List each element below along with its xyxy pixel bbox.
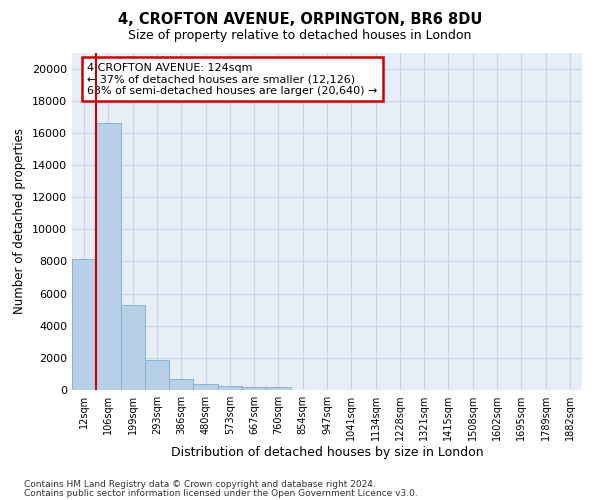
Bar xyxy=(96,123,121,390)
Text: Contains HM Land Registry data © Crown copyright and database right 2024.: Contains HM Land Registry data © Crown c… xyxy=(24,480,376,489)
Text: Size of property relative to detached houses in London: Size of property relative to detached ho… xyxy=(128,29,472,42)
Y-axis label: Number of detached properties: Number of detached properties xyxy=(13,128,26,314)
Bar xyxy=(145,360,169,390)
Bar xyxy=(218,386,242,390)
Bar xyxy=(72,259,96,390)
Bar xyxy=(266,387,290,390)
Text: 4, CROFTON AVENUE, ORPINGTON, BR6 8DU: 4, CROFTON AVENUE, ORPINGTON, BR6 8DU xyxy=(118,12,482,28)
Text: 4 CROFTON AVENUE: 124sqm
← 37% of detached houses are smaller (12,126)
63% of se: 4 CROFTON AVENUE: 124sqm ← 37% of detach… xyxy=(88,62,377,96)
Bar xyxy=(121,305,145,390)
X-axis label: Distribution of detached houses by size in London: Distribution of detached houses by size … xyxy=(170,446,484,459)
Bar xyxy=(169,379,193,390)
Bar xyxy=(193,384,218,390)
Bar xyxy=(242,387,266,390)
Text: Contains public sector information licensed under the Open Government Licence v3: Contains public sector information licen… xyxy=(24,488,418,498)
